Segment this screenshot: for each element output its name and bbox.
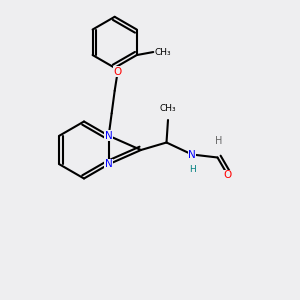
Text: H: H	[215, 136, 223, 146]
Text: CH₃: CH₃	[160, 104, 176, 113]
Text: CH₃: CH₃	[155, 47, 171, 56]
Text: N: N	[105, 131, 112, 141]
Text: O: O	[224, 170, 232, 181]
Text: N: N	[188, 149, 196, 160]
Text: H: H	[189, 165, 195, 174]
Text: O: O	[114, 67, 122, 76]
Text: N: N	[105, 159, 112, 169]
